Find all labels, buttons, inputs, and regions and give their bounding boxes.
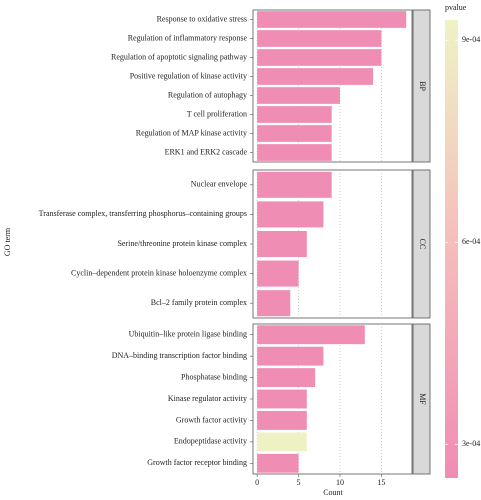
y-tick-label: Positive regulation of kinase activity — [130, 71, 247, 80]
y-tick-label: Endopeptidase activity — [174, 437, 247, 446]
bar — [257, 30, 382, 47]
bar — [257, 290, 291, 317]
colorbar-tick-label: 6e-04 — [462, 237, 480, 246]
y-tick-label: Growth factor activity — [176, 415, 247, 424]
bar — [257, 389, 307, 409]
y-tick-label: Cyclin–dependent protein kinase holoenzy… — [71, 268, 247, 277]
bar — [257, 368, 316, 387]
strip — [412, 323, 431, 475]
bar — [257, 230, 307, 258]
strip — [412, 169, 431, 319]
x-tick-label: 10 — [336, 478, 344, 487]
y-tick-label: Nuclear envelope — [191, 180, 248, 189]
x-tick-label: 5 — [297, 478, 301, 487]
bar — [257, 68, 374, 85]
bar — [257, 411, 307, 430]
strip — [412, 9, 431, 163]
y-tick-label: Serine/threonine protein kinase complex — [117, 239, 247, 248]
bar — [257, 125, 332, 142]
y-tick-label: Transferase complex, transferring phosph… — [39, 209, 247, 218]
bar — [257, 144, 332, 161]
y-tick-label: Ubiquitin–like protein ligase binding — [129, 330, 247, 339]
y-tick-label: Bcl–2 family protein complex — [151, 298, 247, 307]
x-axis-label: Count — [323, 488, 343, 497]
bar — [257, 260, 299, 287]
bar — [257, 325, 365, 345]
bar — [257, 11, 407, 28]
y-tick-label: T cell proliferation — [187, 109, 247, 118]
x-tick-label: 0 — [255, 478, 259, 487]
colorbar-tick-label: 9e-04 — [462, 35, 480, 44]
colorbar-tick-label: 3e-04 — [462, 439, 480, 448]
y-tick-label: Regulation of inflammatory response — [128, 33, 248, 42]
y-tick-label: Kinase regulator activity — [168, 394, 247, 403]
bar — [257, 432, 307, 452]
y-tick-label: DNA–binding transcription factor binding — [112, 351, 247, 360]
y-tick-label: Regulation of apoptotic signaling pathwa… — [111, 52, 247, 61]
y-tick-label: Phosphatase binding — [181, 372, 247, 381]
bar — [257, 106, 332, 123]
bar — [257, 87, 340, 104]
y-tick-label: Response to oxidative stress — [157, 14, 247, 23]
bar — [257, 201, 324, 228]
bar — [257, 453, 299, 473]
bar — [257, 49, 382, 66]
y-tick-label: ERK1 and ERK2 cascade — [165, 147, 248, 156]
bar — [257, 346, 324, 366]
strip-label: BP — [418, 81, 427, 91]
y-tick-label: Regulation of autophagy — [168, 90, 247, 99]
strip-label: MF — [418, 393, 427, 405]
y-axis-label: GO term — [3, 227, 12, 256]
y-tick-label: Growth factor receptor binding — [147, 458, 247, 467]
bar — [257, 171, 332, 198]
y-tick-label: Regulation of MAP kinase activity — [136, 128, 247, 137]
legend-title: pvalue — [445, 3, 467, 12]
x-tick-label: 15 — [377, 478, 385, 487]
colorbar — [445, 20, 458, 478]
strip-label: CC — [418, 239, 427, 250]
